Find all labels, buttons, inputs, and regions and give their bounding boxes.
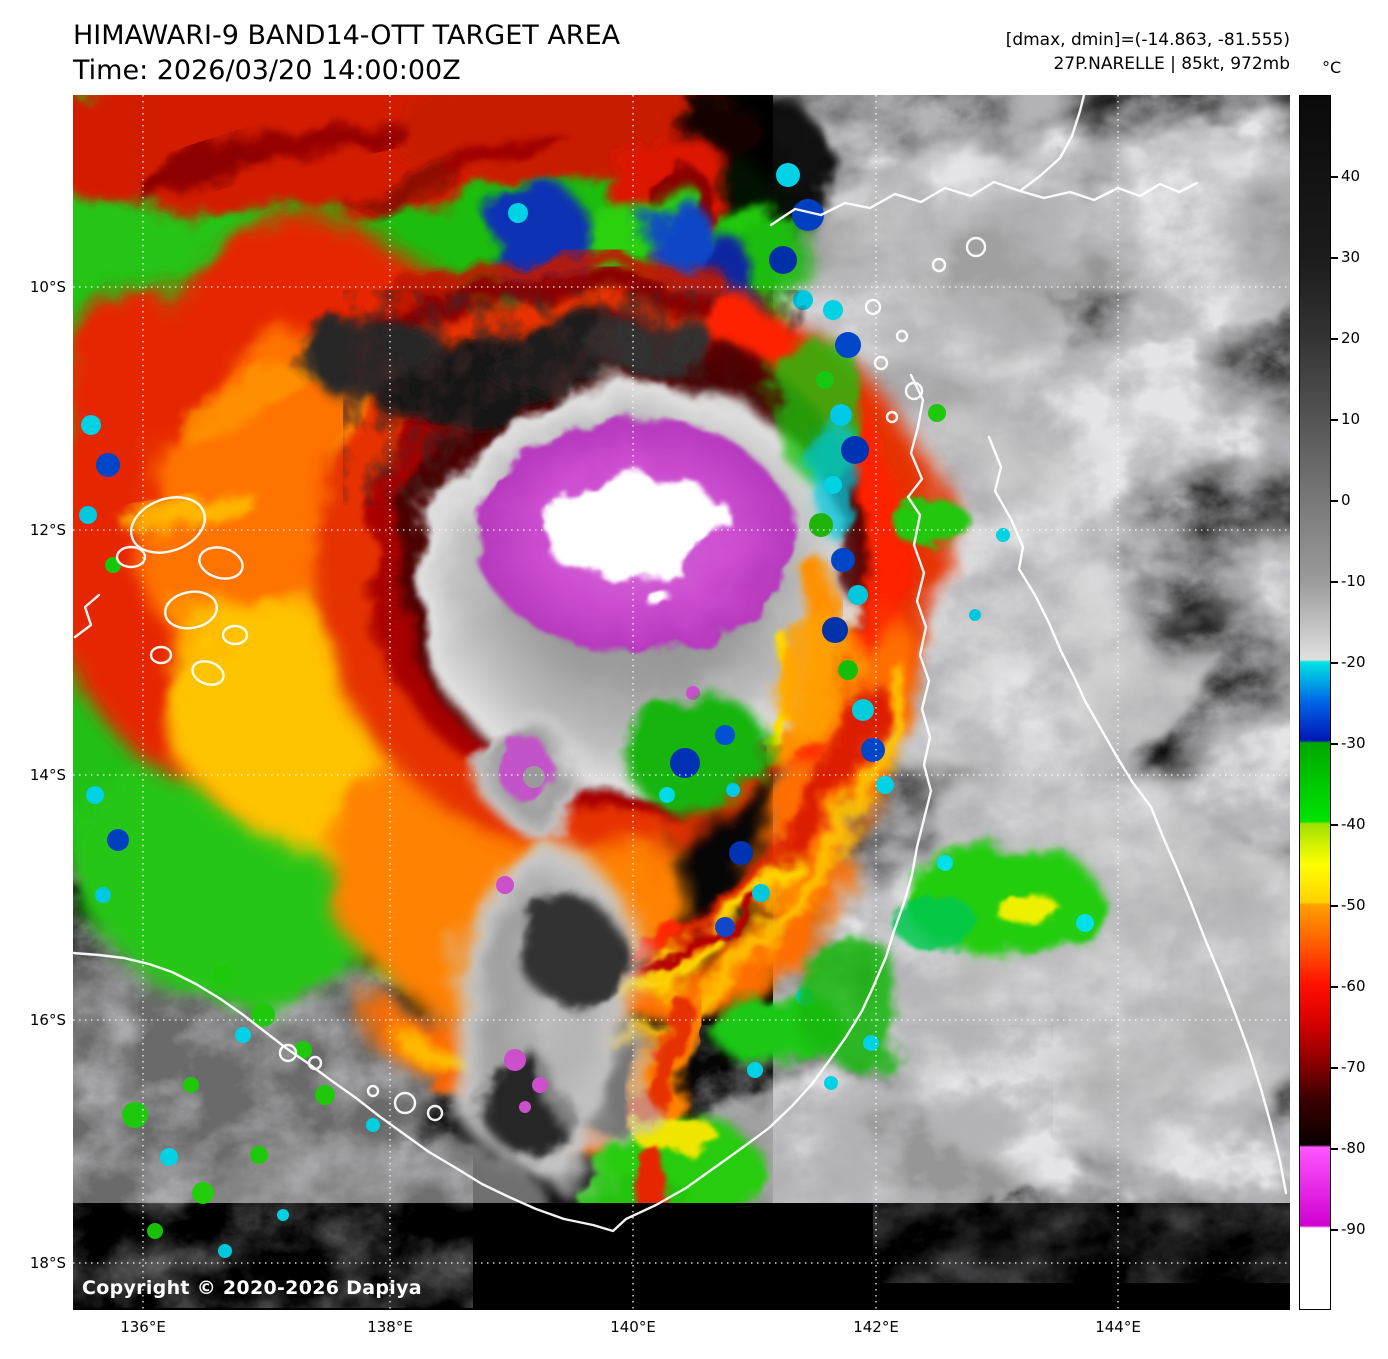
colorbar-tick-label: -20 [1331, 653, 1366, 671]
colorbar-tick-label: -60 [1331, 977, 1366, 995]
colorbar-tick-label: -30 [1331, 734, 1366, 752]
dry-slot-gray-wedge [443, 717, 653, 1178]
figure-title: HIMAWARI-9 BAND14-OTT TARGET AREA [73, 20, 621, 51]
satellite-map: Copyright © 2020-2026 Dapiya [73, 95, 1290, 1310]
colorbar-tick-label: 30 [1330, 248, 1361, 266]
colorbar-tick-label: -90 [1331, 1220, 1366, 1238]
lat-tick-label: 18°S [29, 1254, 66, 1272]
figure-timestamp: Time: 2026/03/20 14:00:00Z [73, 55, 461, 86]
colorbar-ticks: 40 30 20 10 0 -10 -20 -30 -40 -50 -60 -70 -80 -90 [1330, 95, 1387, 1310]
grid-lines [73, 95, 1290, 1310]
storm-info: 27P.NARELLE | 85kt, 972mb [1053, 54, 1290, 74]
colorbar-tick-label: -70 [1331, 1058, 1366, 1076]
lon-tick-label: 140°E [610, 1318, 656, 1336]
lon-tick-label: 142°E [853, 1318, 899, 1336]
colorbar [1299, 95, 1331, 1310]
dmax-dmin-readout: [dmax, dmin]=(-14.863, -81.555) [1005, 30, 1290, 50]
colorbar-tick-label: 10 [1330, 410, 1361, 428]
scattered-cold-speckles [79, 300, 894, 1132]
lat-tick-label: 16°S [29, 1011, 66, 1029]
colorbar-tick-label: 40 [1330, 167, 1361, 185]
bottom-black-strip [73, 1077, 1290, 1310]
coastlines [73, 95, 1288, 1233]
top-band-features [495, 95, 826, 353]
lon-tick-label: 136°E [120, 1318, 166, 1336]
cyclone-cold-core [476, 419, 794, 700]
lat-tick-label: 10°S [29, 278, 66, 296]
lat-tick-label: 12°S [29, 521, 66, 539]
copyright-label: Copyright © 2020-2026 Dapiya [82, 1277, 422, 1299]
lat-tick-label: 14°S [29, 766, 66, 784]
lon-tick-label: 138°E [367, 1318, 413, 1336]
colorbar-tick-label: -10 [1331, 572, 1366, 590]
colorbar-tick-label: -50 [1331, 896, 1366, 914]
colorbar-tick-label: -40 [1331, 815, 1366, 833]
colorbar-tick-label: 0 [1331, 491, 1351, 509]
colorbar-gradient [1300, 96, 1330, 1309]
colorbar-tick-label: -80 [1331, 1139, 1366, 1157]
lon-tick-label: 144°E [1095, 1318, 1141, 1336]
colorbar-tick-label: 20 [1330, 329, 1361, 347]
colorbar-unit: °C [1322, 58, 1342, 77]
satellite-image [73, 95, 1290, 1310]
